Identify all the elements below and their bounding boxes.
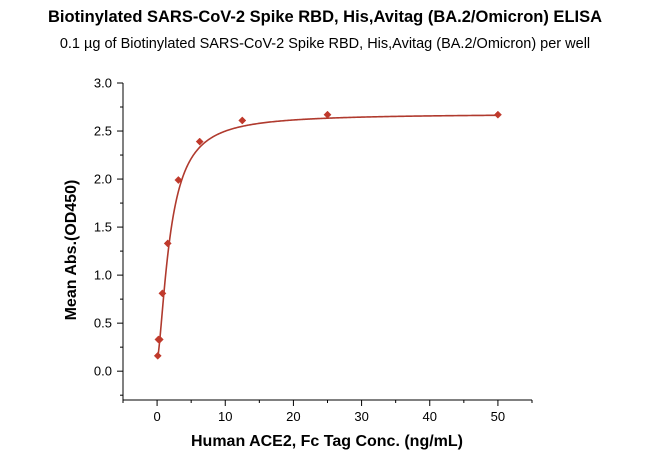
x-tick-label: 20 xyxy=(286,409,300,424)
y-tick-label: 1.5 xyxy=(94,220,112,235)
y-tick-label: 3.0 xyxy=(94,76,112,91)
chart-subtitle: 0.1 µg of Biotinylated SARS-CoV-2 Spike … xyxy=(59,36,591,52)
axes xyxy=(122,83,532,401)
fit-curve xyxy=(156,114,498,358)
data-points xyxy=(153,110,502,360)
y-tick-label: 2.0 xyxy=(94,172,112,187)
y-tick-label: 2.5 xyxy=(94,124,112,139)
x-tick-label: 40 xyxy=(423,409,437,424)
data-point xyxy=(493,110,502,119)
x-tick-label: 0 xyxy=(153,409,160,424)
chart-title: Biotinylated SARS-CoV-2 Spike RBD, His,A… xyxy=(47,8,603,26)
y-axis-title: Mean Abs.(OD450) xyxy=(63,180,80,321)
data-point xyxy=(155,335,164,344)
data-point xyxy=(323,110,332,119)
data-point xyxy=(238,116,247,125)
data-point xyxy=(153,351,162,360)
data-point xyxy=(195,137,204,146)
x-ticks: 0 10 20 30 40 50 xyxy=(122,400,533,424)
data-point xyxy=(163,239,172,248)
x-tick-label: 50 xyxy=(491,409,505,424)
x-axis-title: Human ACE2, Fc Tag Conc. (ng/mL) xyxy=(191,433,463,450)
data-point xyxy=(158,289,167,298)
y-tick-label: 0.5 xyxy=(94,316,112,331)
data-point xyxy=(174,176,183,184)
y-tick-label: 0.0 xyxy=(94,364,112,379)
y-ticks: 0.0 0.5 1.0 1.5 2.0 2.5 3.0 xyxy=(94,76,123,396)
y-tick-label: 1.0 xyxy=(94,268,112,283)
x-tick-label: 30 xyxy=(354,409,368,424)
x-tick-label: 10 xyxy=(218,409,232,424)
